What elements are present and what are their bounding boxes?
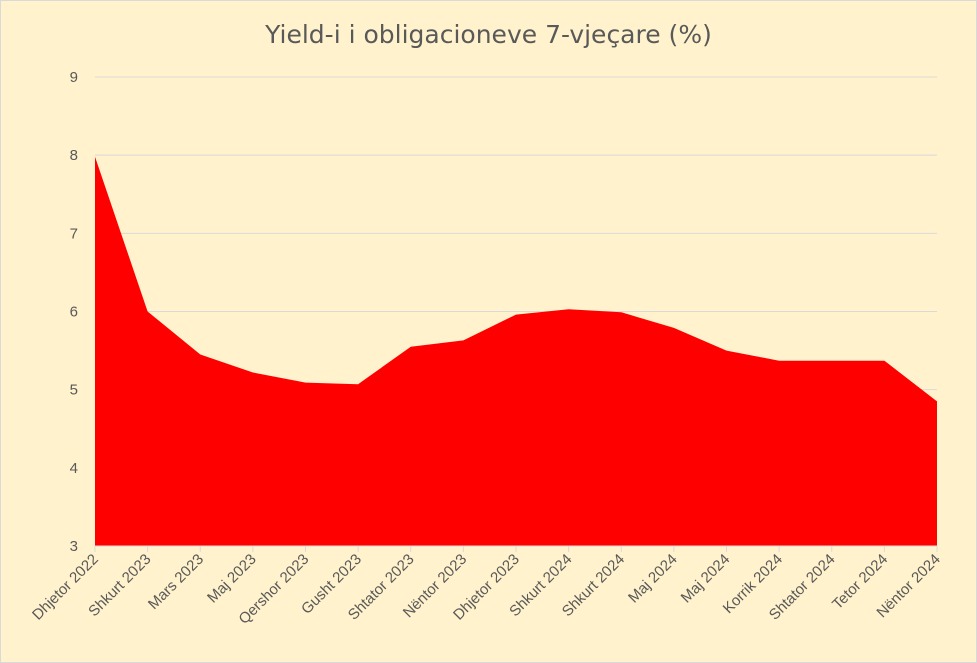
y-tick-label: 7	[70, 225, 78, 242]
x-tick-label: Maj 2024	[625, 551, 681, 607]
y-tick-label: 9	[70, 69, 78, 86]
x-tick-label: Mars 2023	[145, 551, 207, 613]
y-tick-label: 6	[70, 304, 78, 321]
y-tick-label: 3	[70, 538, 78, 555]
x-tick-label: Maj 2024	[678, 551, 734, 607]
area-series	[95, 156, 937, 546]
y-tick-label: 8	[70, 147, 78, 164]
y-tick-label: 5	[70, 382, 78, 399]
y-tick-label: 4	[70, 460, 78, 477]
chart-title: Yield-i i obligacioneve 7-vjeçare (%)	[265, 20, 712, 49]
x-tick-label: Maj 2023	[204, 551, 260, 607]
